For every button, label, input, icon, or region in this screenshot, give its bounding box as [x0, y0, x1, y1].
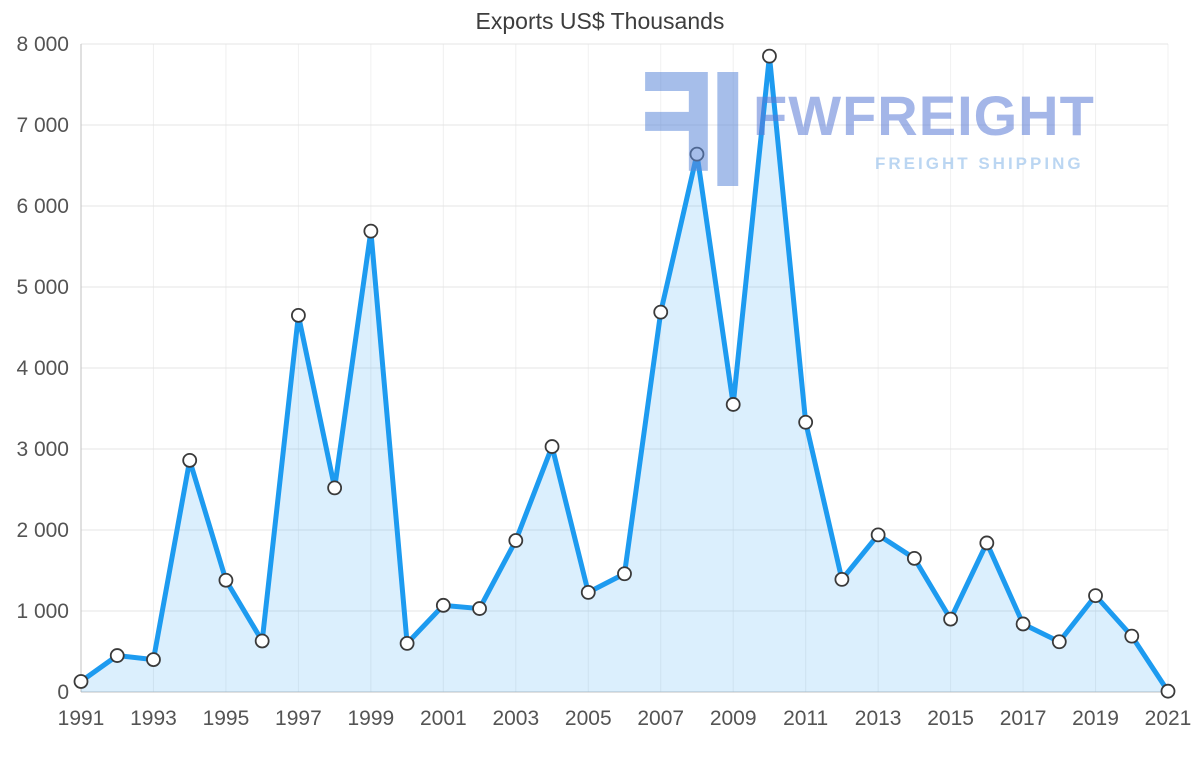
data-point-marker — [435, 597, 451, 613]
x-tick-label: 2021 — [1145, 707, 1192, 730]
x-tick-label: 2001 — [420, 707, 467, 730]
data-point-marker — [254, 633, 270, 649]
data-point-marker — [218, 572, 234, 588]
data-point-marker — [834, 572, 850, 587]
x-tick-label: 1997 — [275, 707, 322, 730]
y-tick-label: 2 000 — [16, 519, 69, 542]
data-point-marker — [1015, 616, 1031, 632]
data-point-marker — [472, 601, 487, 616]
x-tick-label: 2015 — [927, 707, 974, 730]
data-point-marker — [109, 648, 125, 663]
data-point-marker — [544, 439, 560, 454]
data-point-marker — [1088, 588, 1103, 604]
y-tick-label: 4 000 — [16, 357, 69, 380]
data-point-marker — [762, 48, 777, 64]
x-tick-label: 2013 — [855, 707, 902, 730]
y-tick-label: 1 000 — [16, 600, 69, 623]
x-tick-label: 1999 — [348, 707, 395, 730]
data-point-marker — [689, 146, 705, 162]
area-fill — [81, 56, 1168, 692]
data-point-marker — [979, 535, 995, 551]
chart-title: Exports US$ Thousands — [475, 8, 725, 34]
data-point-marker — [580, 584, 596, 600]
x-tick-label: 2007 — [637, 707, 684, 730]
data-point-marker — [1124, 628, 1140, 644]
data-point-marker — [146, 652, 161, 667]
x-tick-label: 2003 — [492, 707, 539, 730]
data-point-marker — [617, 566, 632, 582]
horizontal-gridlines — [81, 43, 1168, 612]
data-point-marker — [290, 307, 306, 323]
y-tick-label: 3 000 — [16, 438, 69, 461]
data-point-marker — [653, 304, 669, 320]
data-point-marker — [1160, 683, 1176, 699]
data-point-marker — [327, 480, 343, 496]
data-point-marker — [943, 611, 958, 627]
data-point-marker — [508, 533, 524, 548]
y-tick-label: 8 000 — [16, 33, 69, 56]
x-tick-label: 2009 — [710, 707, 757, 730]
data-point-marker — [1051, 634, 1067, 650]
x-axis-labels: 1991 1993 1995 1997 1999 2001 2003 2005 2007 2009… — [58, 707, 1192, 730]
y-tick-label: 0 — [57, 681, 69, 704]
data-point-marker — [399, 636, 415, 651]
x-tick-label: 2011 — [783, 707, 828, 730]
x-tick-label: 1991 — [58, 707, 105, 730]
data-point-marker — [906, 550, 922, 566]
y-tick-label: 6 000 — [16, 195, 69, 218]
data-point-marker — [798, 414, 814, 430]
data-point-marker — [182, 452, 198, 468]
data-point-marker — [363, 223, 379, 239]
data-point-marker — [870, 527, 886, 543]
x-tick-label: 2017 — [1000, 707, 1047, 730]
y-tick-label: 5 000 — [16, 276, 69, 299]
x-tick-label: 1993 — [130, 707, 177, 730]
y-axis-labels: 0 1 000 2 000 3 000 4 000 5 000 6 000 7 000 8 00… — [16, 33, 69, 704]
x-tick-label: 1995 — [203, 707, 250, 730]
data-point-marker — [725, 397, 741, 412]
x-tick-label: 2005 — [565, 707, 612, 730]
x-tick-label: 2019 — [1072, 707, 1119, 730]
y-tick-label: 7 000 — [16, 114, 69, 137]
data-point-marker — [73, 674, 89, 689]
